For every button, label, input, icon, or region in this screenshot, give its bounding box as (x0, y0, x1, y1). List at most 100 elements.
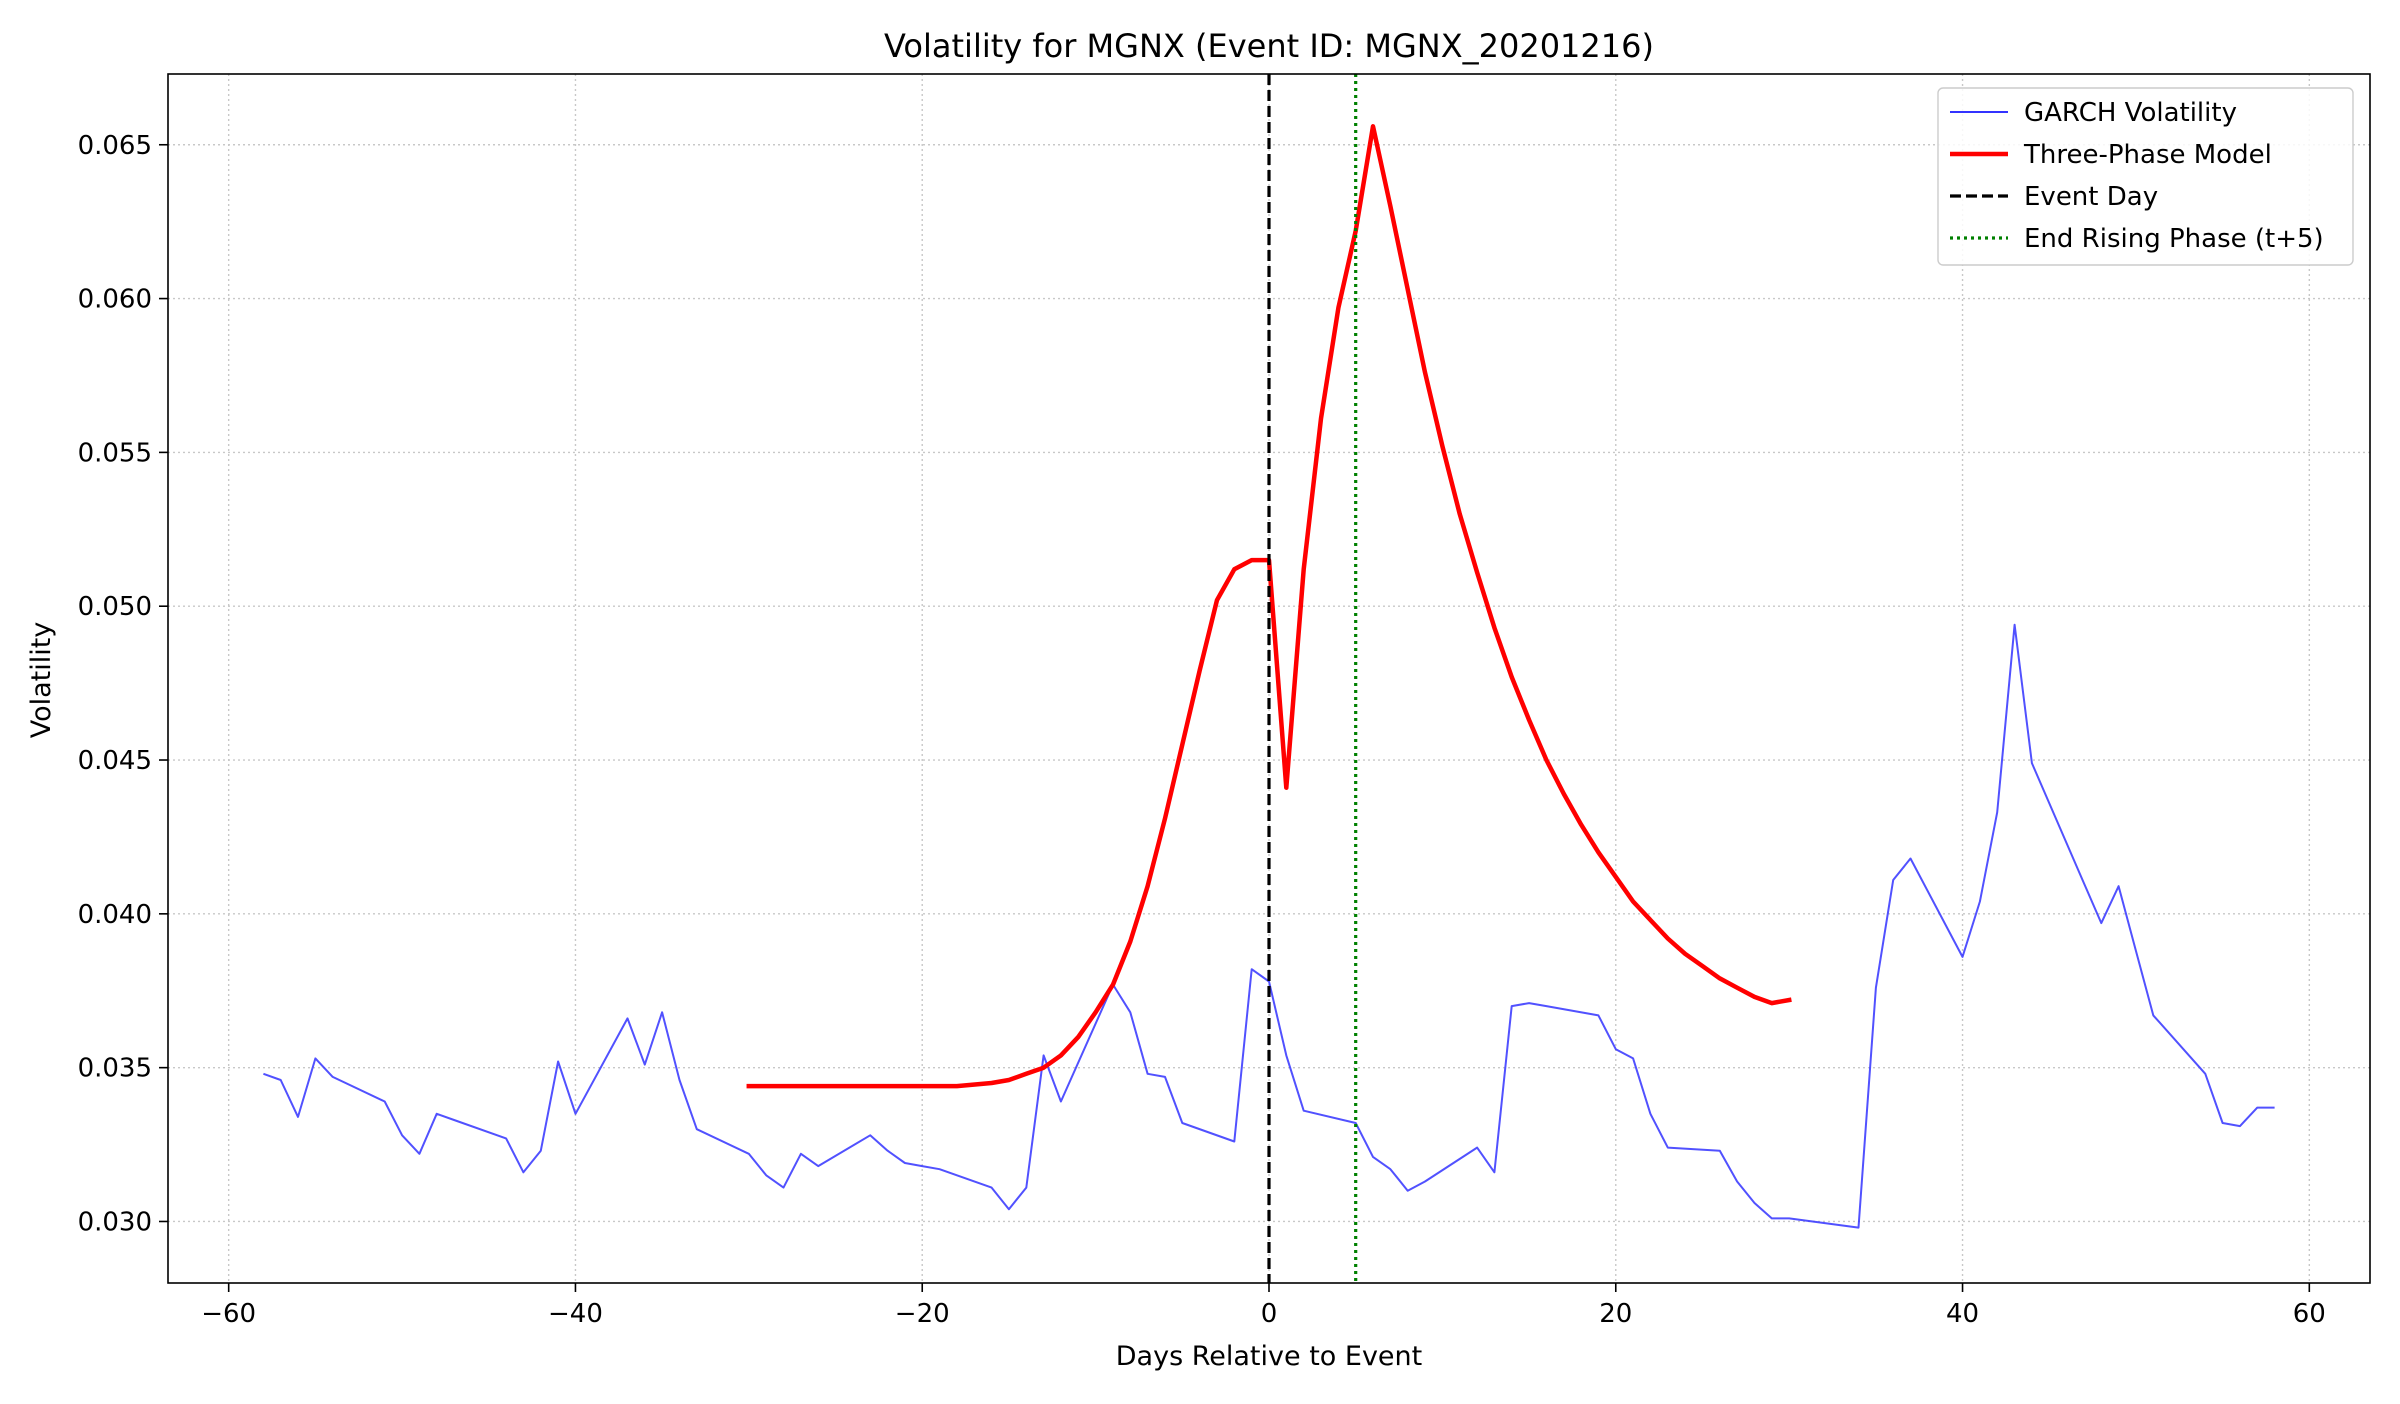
model-point (1008, 1079, 1010, 1081)
garch-point (2014, 624, 2016, 626)
model-point (1650, 919, 1652, 921)
legend-label: Three-Phase Model (2023, 140, 2272, 170)
garch-point (1424, 1181, 1426, 1183)
garch-point (315, 1058, 317, 1060)
model-point (1459, 513, 1461, 515)
y-tick-label: 0.065 (78, 131, 152, 161)
model-point (1025, 1073, 1027, 1075)
model-point (1060, 1055, 1062, 1057)
garch-point (1494, 1171, 1496, 1173)
y-tick-label: 0.050 (78, 592, 152, 622)
model-point (921, 1085, 923, 1087)
y-axis-label: Volatility (26, 622, 57, 739)
model-point (748, 1085, 750, 1087)
y-tick-label: 0.035 (78, 1054, 152, 1084)
garch-point (332, 1076, 334, 1078)
garch-point (1355, 1122, 1357, 1124)
model-point (1251, 559, 1253, 561)
x-tick-label: 0 (1261, 1299, 1278, 1329)
garch-point (540, 1150, 542, 1152)
garch-point (1979, 901, 1981, 903)
legend-label: End Rising Phase (t+5) (2024, 224, 2324, 254)
garch-point (2135, 950, 2137, 952)
model-point (1407, 289, 1409, 291)
garch-point (2100, 922, 2102, 924)
model-point (1615, 876, 1617, 878)
garch-point (1372, 1156, 1374, 1158)
garch-point (1754, 1202, 1756, 1204)
garch-point (904, 1162, 906, 1164)
x-tick-label: 40 (1946, 1299, 1979, 1329)
model-point (956, 1085, 958, 1087)
garch-point (523, 1171, 525, 1173)
garch-point (2083, 882, 2085, 884)
x-tick-label: −40 (548, 1299, 603, 1329)
garch-point (1650, 1113, 1652, 1115)
garch-point (1528, 1002, 1530, 1004)
model-point (1112, 984, 1114, 986)
garch-point (1511, 1005, 1513, 1007)
legend-label: GARCH Volatility (2024, 98, 2237, 128)
model-point (991, 1082, 993, 1084)
garch-point (505, 1138, 507, 1140)
garch-point (263, 1073, 265, 1075)
garch-point (887, 1150, 889, 1152)
model-point (1164, 818, 1166, 820)
garch-point (297, 1116, 299, 1118)
x-tick-label: −60 (201, 1299, 256, 1329)
garch-point (679, 1079, 681, 1081)
garch-point (1598, 1015, 1600, 1017)
model-point (1632, 901, 1634, 903)
garch-point (419, 1153, 421, 1155)
model-point (1598, 852, 1600, 854)
garch-point (991, 1187, 993, 1189)
garch-point (2118, 885, 2120, 887)
y-tick-label: 0.045 (78, 746, 152, 776)
garch-point (1303, 1110, 1305, 1112)
model-point (1216, 599, 1218, 601)
y-tick-label: 0.030 (78, 1207, 152, 1237)
model-point (1338, 307, 1340, 309)
garch-point (921, 1165, 923, 1167)
y-tick-label: 0.055 (78, 438, 152, 468)
garch-point (817, 1165, 819, 1167)
legend-box (1937, 87, 2354, 266)
garch-point (1667, 1147, 1669, 1149)
model-point (1476, 572, 1478, 574)
garch-point (1892, 879, 1894, 881)
garch-point (661, 1011, 663, 1013)
model-point (1494, 627, 1496, 629)
data-layer (263, 74, 2276, 1283)
garch-point (2204, 1073, 2206, 1075)
garch-point (1546, 1005, 1548, 1007)
garch-point (557, 1061, 559, 1063)
model-point (1580, 824, 1582, 826)
model-point (1182, 744, 1184, 746)
garch-point (1632, 1058, 1634, 1060)
legend: GARCH Volatility Three-Phase Model Event D… (1937, 87, 2354, 266)
x-tick-label: 20 (1599, 1299, 1632, 1329)
model-point (1736, 987, 1738, 989)
model-point (1129, 941, 1131, 943)
model-point (1234, 568, 1236, 570)
x-tick-label: 60 (2293, 1299, 2326, 1329)
garch-point (696, 1128, 698, 1130)
model-point (1528, 719, 1530, 721)
garch-point (627, 1018, 629, 1020)
axis-layer: −60 −40 −20 0 20 40 60 0.030 0.035 0.040 0.045 0.05… (78, 131, 2326, 1329)
garch-point (2274, 1107, 2276, 1109)
garch-point (869, 1135, 871, 1137)
model-point (1788, 999, 1790, 1001)
model-point (1442, 445, 1444, 447)
model-point (1667, 938, 1669, 940)
garch-point (1407, 1190, 1409, 1192)
garch-point (939, 1168, 941, 1170)
garch-point (453, 1119, 455, 1121)
garch-point (1164, 1076, 1166, 1078)
garch-point (1129, 1011, 1131, 1013)
garch-point (280, 1079, 282, 1081)
model-point (1303, 568, 1305, 570)
garch-point (401, 1135, 403, 1137)
garch-point (1788, 1218, 1790, 1220)
